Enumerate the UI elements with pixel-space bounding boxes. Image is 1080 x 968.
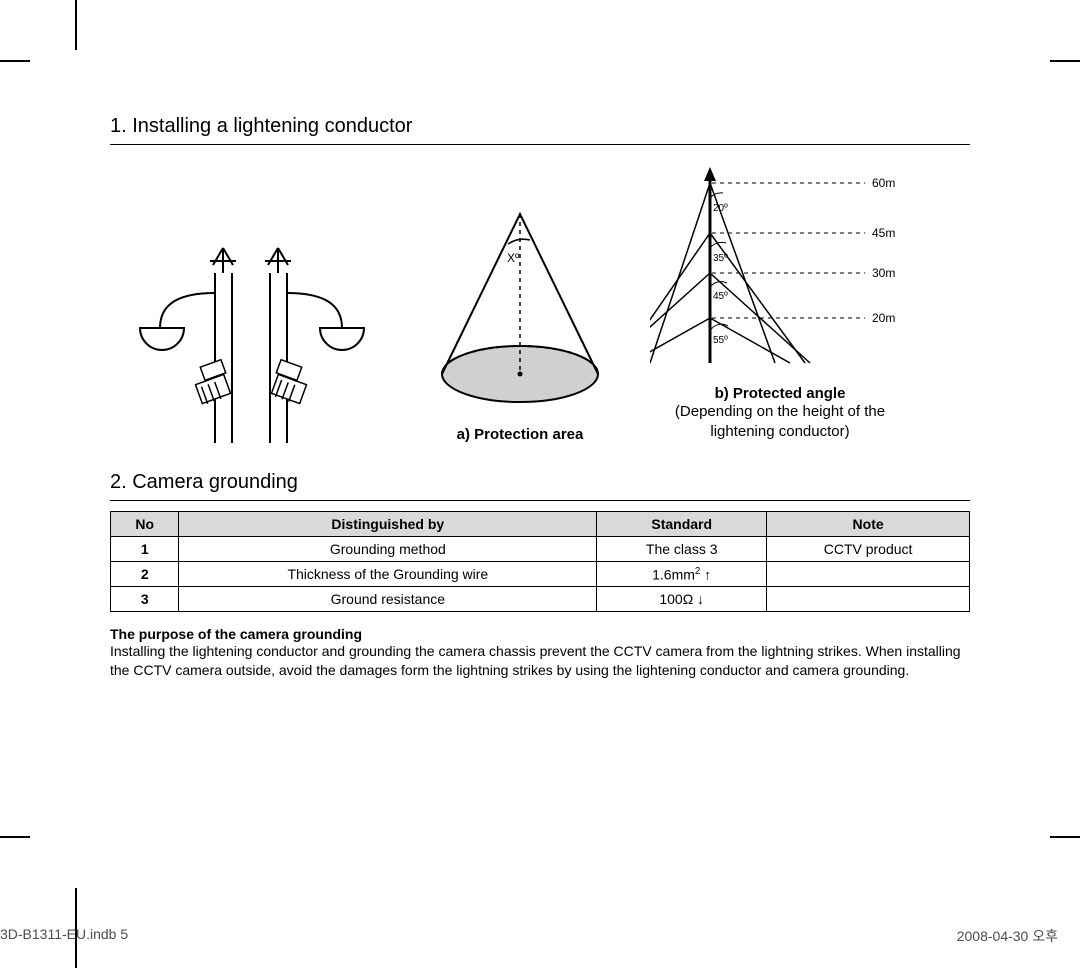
section1-title: 1. Installing a lightening conductor	[110, 115, 970, 145]
caption-a: a) Protection area	[430, 426, 610, 443]
angle-height-diagram: 60m 45m 30m 20m	[650, 163, 910, 443]
svg-text:20º: 20º	[713, 203, 728, 214]
crop-mark	[1050, 60, 1080, 62]
purpose-body: Installing the lightening conductor and …	[110, 642, 970, 680]
svg-text:55º: 55º	[713, 335, 728, 346]
diagram-row: Xº a) Protection area 60m 45m	[110, 163, 970, 443]
height-label: 30m	[872, 266, 895, 280]
crop-mark	[0, 60, 30, 62]
svg-text:35º: 35º	[713, 253, 728, 264]
caption-b-sub2: lightening conductor)	[650, 422, 910, 442]
height-label: 60m	[872, 176, 895, 190]
crop-mark	[0, 836, 30, 838]
page-content: 1. Installing a lightening conductor	[0, 0, 1080, 680]
th-note: Note	[767, 511, 970, 536]
height-label: 45m	[872, 226, 895, 240]
purpose-title: The purpose of the camera grounding	[110, 626, 970, 642]
crop-mark	[75, 0, 77, 50]
th-standard: Standard	[597, 511, 767, 536]
footer-right: 2008-04-30 오후	[957, 926, 1058, 946]
grounding-table: No Distinguished by Standard Note 1 Grou…	[110, 511, 970, 613]
cone-diagram: Xº a) Protection area	[430, 204, 610, 443]
table-row: 2 Thickness of the Grounding wire 1.6mm2…	[111, 561, 970, 587]
caption-b-sub1: (Depending on the height of the	[650, 402, 910, 422]
th-no: No	[111, 511, 179, 536]
crop-mark	[1050, 836, 1080, 838]
table-row: 1 Grounding method The class 3 CCTV prod…	[111, 536, 970, 561]
table-row: 3 Ground resistance 100Ω ↓	[111, 587, 970, 612]
lamppost-diagram	[110, 243, 390, 443]
cone-angle-label: Xº	[507, 251, 520, 265]
height-label: 20m	[872, 311, 895, 325]
caption-b-title: b) Protected angle	[650, 385, 910, 402]
section2-title: 2. Camera grounding	[110, 471, 970, 501]
svg-text:45º: 45º	[713, 291, 728, 302]
footer-left: 3D-B1311-EU.indb 5	[0, 926, 128, 946]
th-distinguished: Distinguished by	[179, 511, 597, 536]
page-footer: 3D-B1311-EU.indb 5 2008-04-30 오후	[0, 926, 1062, 946]
